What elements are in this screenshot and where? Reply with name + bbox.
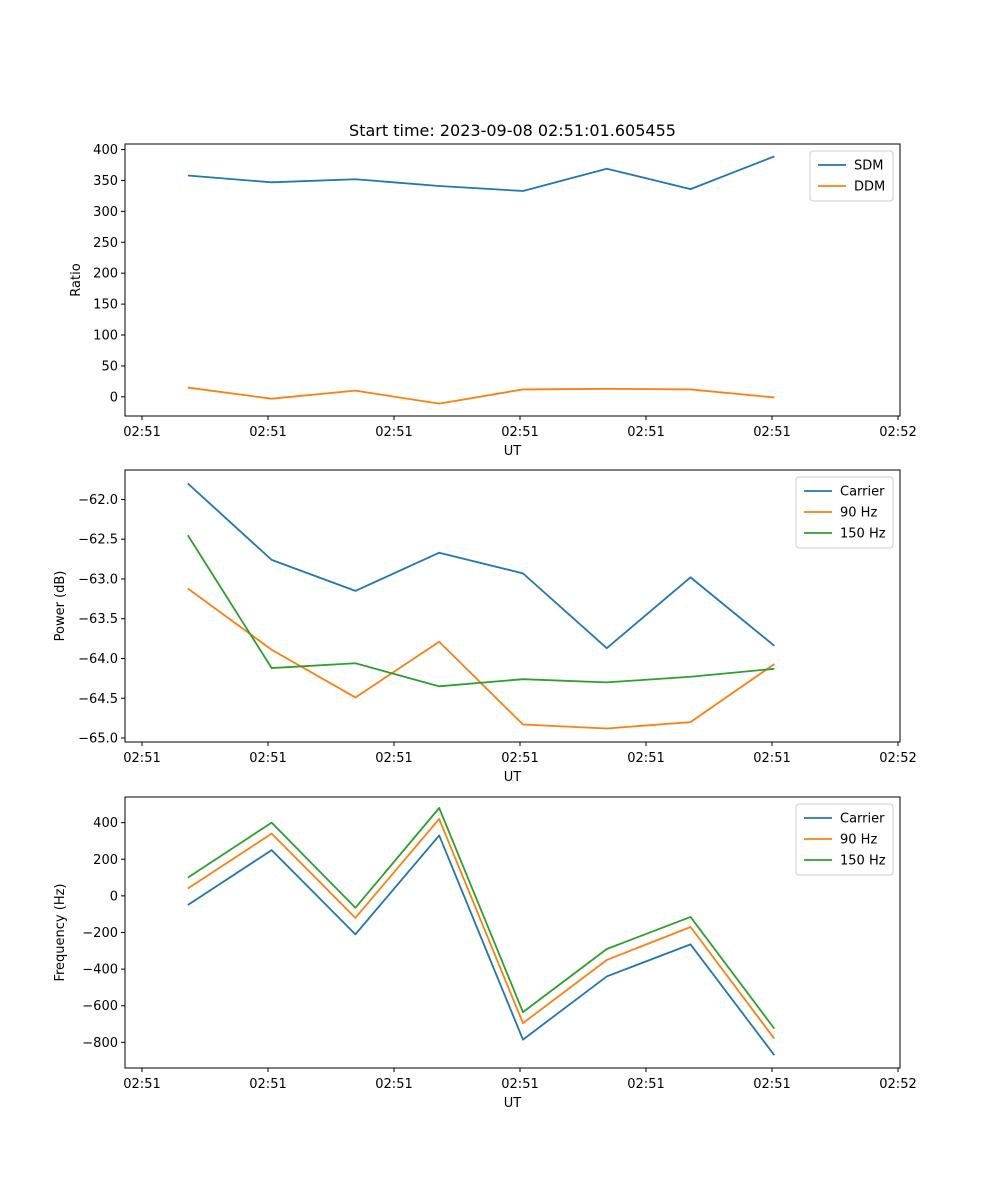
x-tick-label: 02:51 <box>501 1077 538 1092</box>
series-line-sdm <box>187 155 775 192</box>
y-tick-label: −63.0 <box>78 572 118 587</box>
series-line-carrier <box>187 482 775 650</box>
legend-box <box>795 803 894 876</box>
y-tick-label: −400 <box>82 963 118 978</box>
series-line-ddm <box>187 386 775 405</box>
x-axis-label: UT <box>504 1096 522 1111</box>
x-tick-label: 02:51 <box>501 425 538 440</box>
legend-label: Carrier <box>840 812 885 827</box>
x-tick-label: 02:51 <box>375 751 412 766</box>
series-line-150-hz <box>187 807 776 1030</box>
y-tick-label: 150 <box>93 298 118 313</box>
legend: SDM DDM <box>809 150 894 202</box>
y-tick-label: −800 <box>82 1036 118 1051</box>
x-tick-label: 02:51 <box>123 425 160 440</box>
legend-label: 90 Hz <box>840 506 877 521</box>
y-tick-label: −600 <box>82 999 118 1014</box>
y-tick-label: 200 <box>93 267 118 282</box>
series-line-150-hz <box>187 534 775 688</box>
y-tick-label: 0 <box>110 889 118 904</box>
x-tick-label: 02:52 <box>879 751 916 766</box>
legend: Carrier 90 Hz 150 Hz <box>795 803 894 876</box>
chart-panel-1: 0 50 100 150 200 250 300 350 400 02:51 02:51 02:51 0… <box>69 143 917 459</box>
figure-title: Start time: 2023-09-08 02:51:01.605455 <box>349 121 676 140</box>
x-axis-label: UT <box>504 444 522 459</box>
x-tick-label: 02:51 <box>627 425 664 440</box>
legend-box <box>809 150 894 202</box>
x-tick-label: 02:51 <box>249 425 286 440</box>
x-tick-label: 02:51 <box>249 751 286 766</box>
legend-label: DDM <box>854 180 885 195</box>
axes-frame <box>124 143 901 417</box>
y-axis-label: Power (dB) <box>53 571 68 642</box>
y-tick-label: 0 <box>110 390 118 405</box>
y-tick-label: 400 <box>93 816 118 831</box>
legend-label: 150 Hz <box>840 854 886 869</box>
x-tick-label: 02:51 <box>375 1077 412 1092</box>
x-tick-label: 02:51 <box>753 751 790 766</box>
y-tick-label: 50 <box>101 359 118 374</box>
y-tick-label: 300 <box>93 205 118 220</box>
x-tick-label: 02:51 <box>249 1077 286 1092</box>
x-tick-label: 02:51 <box>753 1077 790 1092</box>
x-axis-label: UT <box>504 770 522 785</box>
legend-label: 150 Hz <box>840 527 886 542</box>
y-tick-label: 350 <box>93 174 118 189</box>
legend-label: 90 Hz <box>840 833 877 848</box>
axes-frame <box>124 469 901 743</box>
series-line-90-hz <box>187 818 776 1040</box>
x-tick-label: 02:52 <box>879 425 916 440</box>
x-tick-label: 02:51 <box>123 1077 160 1092</box>
y-tick-label: −64.0 <box>78 652 118 667</box>
y-tick-label: −200 <box>82 926 118 941</box>
y-tick-label: 200 <box>93 853 118 868</box>
legend-label: SDM <box>854 159 883 174</box>
x-tick-label: 02:51 <box>627 751 664 766</box>
y-tick-label: 250 <box>93 236 118 251</box>
x-tick-label: 02:51 <box>123 751 160 766</box>
panels: 0 50 100 150 200 250 300 350 400 02:51 02:51 02:51 0… <box>53 143 917 1111</box>
y-tick-label: −65.0 <box>78 732 118 747</box>
y-tick-label: 100 <box>93 329 118 344</box>
series-line-carrier <box>187 834 776 1056</box>
y-tick-label: −62.5 <box>78 533 118 548</box>
legend-label: Carrier <box>840 485 885 500</box>
y-tick-label: 400 <box>93 143 118 158</box>
legend: Carrier 90 Hz 150 Hz <box>795 476 894 549</box>
x-tick-label: 02:51 <box>501 751 538 766</box>
y-tick-label: −62.0 <box>78 493 118 508</box>
legend-box <box>795 476 894 549</box>
x-tick-label: 02:51 <box>753 425 790 440</box>
y-tick-label: −63.5 <box>78 612 118 627</box>
x-tick-label: 02:51 <box>375 425 412 440</box>
chart-panel-3: −800 −600 −400 −200 0 200 400 02:51 02:51 02:51 02… <box>53 796 917 1111</box>
y-tick-label: −64.5 <box>78 692 118 707</box>
chart-panel-2: −65.0 −64.5 −64.0 −63.5 −63.0 −62.5 −62.0 02:51… <box>53 469 917 785</box>
y-axis-label: Ratio <box>69 263 84 296</box>
x-tick-label: 02:52 <box>879 1077 916 1092</box>
y-axis-label: Frequency (Hz) <box>53 883 68 981</box>
x-tick-label: 02:51 <box>627 1077 664 1092</box>
